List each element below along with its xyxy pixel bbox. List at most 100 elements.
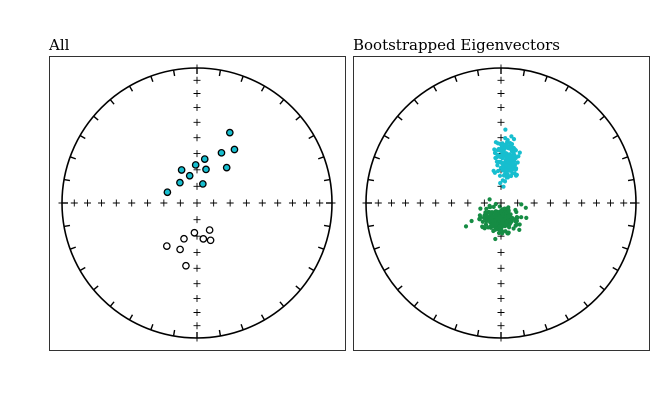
inclination-cross xyxy=(464,199,472,207)
azimuth-tick xyxy=(413,301,419,307)
direction-point-down xyxy=(198,180,207,188)
inclination-cross xyxy=(176,199,184,207)
panel-all: All xyxy=(48,36,346,351)
inclination-cross xyxy=(374,199,382,207)
eigenvector-point-up xyxy=(514,218,520,224)
eigenvector-point-up xyxy=(488,211,493,216)
eigenvector-point-down xyxy=(507,164,512,169)
eigenvector-point-up xyxy=(488,204,493,210)
azimuth-tick xyxy=(367,224,375,228)
eigenvector-point-up xyxy=(469,218,474,224)
eigenvector-point-up xyxy=(523,205,528,210)
eigenvector-point-down xyxy=(498,181,503,186)
eigenvector-point-down xyxy=(514,173,519,178)
inclination-cross xyxy=(497,264,505,272)
inclination-cross xyxy=(193,216,201,224)
eigenvector-point-down xyxy=(501,184,506,189)
azimuth-tick xyxy=(128,314,134,321)
azimuth-tick xyxy=(323,224,331,228)
azimuth-tick xyxy=(612,266,619,272)
azimuth-tick xyxy=(383,266,390,272)
azimuth-tick xyxy=(612,134,619,140)
azimuth-tick xyxy=(544,75,548,83)
azimuth-tick xyxy=(63,224,71,228)
eigenvector-point-up xyxy=(506,207,511,212)
direction-point-up xyxy=(180,234,188,243)
azimuth-tick xyxy=(383,134,390,140)
direction-point-down xyxy=(225,128,234,137)
eigenvector-point-up xyxy=(493,201,498,207)
azimuth-tick xyxy=(279,301,285,307)
inclination-cross xyxy=(480,199,488,207)
eigenvector-point-up xyxy=(493,226,498,231)
inclination-cross xyxy=(497,334,505,342)
inclination-cross xyxy=(387,199,395,207)
azimuth-tick xyxy=(323,178,331,182)
direction-point-down xyxy=(185,171,194,180)
azimuth-tick xyxy=(522,329,526,337)
eigenvector-point-down xyxy=(511,137,517,142)
azimuth-tick xyxy=(317,156,325,160)
direction-point-up xyxy=(205,226,214,234)
azimuth-tick xyxy=(308,134,315,140)
inclination-cross xyxy=(144,199,152,207)
azimuth-tick xyxy=(260,314,266,321)
eigenvector-point-down xyxy=(495,141,500,146)
azimuth-tick xyxy=(476,69,480,77)
eigenvector-point-down xyxy=(494,155,500,160)
eigenvector-point-down xyxy=(498,153,503,158)
inclination-cross xyxy=(193,294,201,302)
eigenvector-point-up xyxy=(502,206,507,211)
eigenvector-point-up xyxy=(506,230,511,235)
eigenvector-point-up xyxy=(480,225,485,230)
eigenvector-point-up xyxy=(491,221,496,226)
eigenvector-point-down xyxy=(510,171,515,176)
inclination-cross xyxy=(193,322,201,330)
azimuth-tick xyxy=(432,314,438,321)
inclination-cross xyxy=(193,64,201,72)
azimuth-tick xyxy=(627,178,635,182)
inclination-cross xyxy=(592,199,600,207)
azimuth-tick xyxy=(218,329,222,337)
panel-title-all: All xyxy=(48,36,70,54)
eigenvector-point-down xyxy=(515,160,520,165)
eigenvector-point-down xyxy=(503,168,509,173)
inclination-cross xyxy=(316,199,324,207)
inclination-cross xyxy=(193,118,201,126)
eigenvector-point-down xyxy=(496,168,501,174)
azimuth-tick xyxy=(544,323,548,331)
inclination-cross xyxy=(112,199,120,207)
direction-point-up xyxy=(182,261,190,270)
eigenvector-point-up xyxy=(477,217,482,222)
eigenvector-point-down xyxy=(497,173,503,178)
inclination-cross xyxy=(193,309,201,317)
eigenvector-point-down xyxy=(516,154,521,159)
azimuth-tick xyxy=(627,224,635,228)
eigenvector-point-up xyxy=(496,230,502,236)
azimuth-tick xyxy=(109,301,115,307)
inclination-cross xyxy=(497,76,505,84)
inclination-cross xyxy=(497,89,505,97)
inclination-cross xyxy=(160,199,168,207)
stereonet xyxy=(362,64,640,342)
inclination-cross xyxy=(497,322,505,330)
eigenvector-point-up xyxy=(515,215,520,220)
azimuth-tick xyxy=(240,75,244,83)
azimuth-tick xyxy=(150,323,154,331)
eigenvector-point-down xyxy=(511,150,516,155)
eigenvector-point-up xyxy=(506,213,511,219)
azimuth-tick xyxy=(599,115,605,121)
azimuth-tick xyxy=(93,115,99,121)
inclination-cross xyxy=(226,199,234,207)
eigenvector-point-up xyxy=(487,197,492,202)
azimuth-tick xyxy=(260,85,266,92)
azimuth-tick xyxy=(295,285,301,291)
azimuth-tick xyxy=(295,115,301,121)
azimuth-tick xyxy=(93,285,99,291)
eigenvector-point-down xyxy=(499,143,504,148)
azimuth-tick xyxy=(150,75,154,83)
eigenvector-point-up xyxy=(498,208,504,213)
inclination-cross xyxy=(607,199,615,207)
eigenvector-point-down xyxy=(504,155,509,160)
azimuth-tick xyxy=(413,99,419,105)
